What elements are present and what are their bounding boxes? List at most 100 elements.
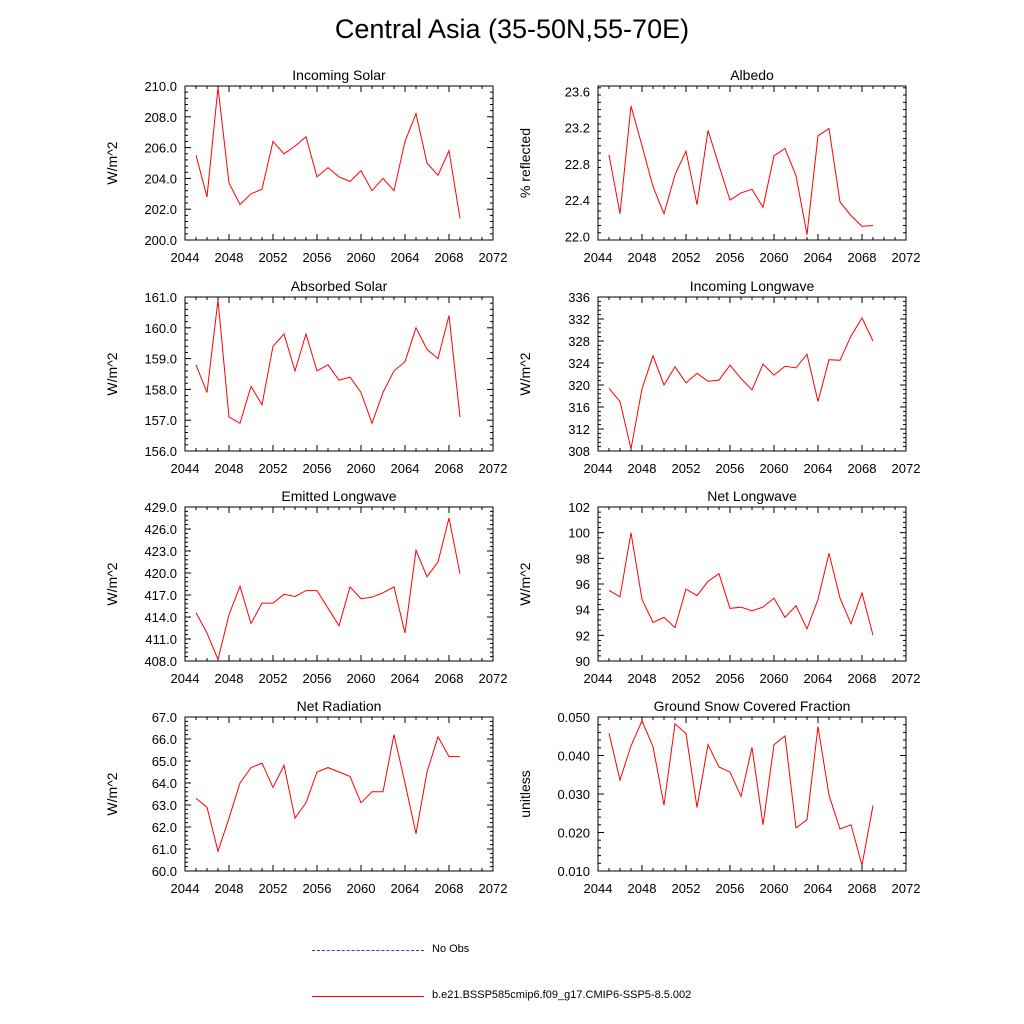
legend-model-label: b.e21.BSSP585cmip6.f09_g17.CMIP6-SSP5-8.… <box>432 989 692 1001</box>
series-line <box>195 87 461 219</box>
panel-title: Albedo <box>730 67 774 83</box>
y-tick-label: 157.0 <box>144 413 177 428</box>
y-tick-label: 100 <box>568 526 590 541</box>
y-tick-label: 98 <box>576 551 590 566</box>
series-line <box>608 532 874 636</box>
y-axis-label: W/m^2 <box>104 772 120 815</box>
y-tick-label: 308 <box>568 444 590 459</box>
plot-frame <box>184 716 494 872</box>
y-tick-label: 96 <box>576 577 590 592</box>
x-tick-label: 2056 <box>716 881 745 896</box>
y-tick-label: 22.0 <box>565 229 590 244</box>
y-tick-label: 60.0 <box>152 864 177 879</box>
y-tick-label: 312 <box>568 422 590 437</box>
x-tick-label: 2056 <box>303 250 332 265</box>
y-tick-label: 324 <box>568 356 590 371</box>
y-tick-label: 161.0 <box>144 290 177 305</box>
y-axis-label: W/m^2 <box>104 352 120 395</box>
x-tick-label: 2056 <box>716 250 745 265</box>
x-tick-label: 2072 <box>479 250 508 265</box>
x-tick-label: 2048 <box>628 671 657 686</box>
y-tick-label: 0.010 <box>557 864 590 879</box>
chart-panel-3: 2044 2048 2052 2056 2060 2064 2068 2072 156.0 157… <box>104 278 507 476</box>
y-tick-label: 63.0 <box>152 798 177 813</box>
x-tick-label: 2072 <box>479 881 508 896</box>
x-tick-label: 2044 <box>171 881 200 896</box>
x-tick-label: 2068 <box>848 461 877 476</box>
y-tick-label: 64.0 <box>152 776 177 791</box>
x-tick-label: 2056 <box>303 461 332 476</box>
y-tick-label: 411.0 <box>145 632 177 647</box>
y-tick-label: 206.0 <box>144 141 177 156</box>
x-tick-label: 2072 <box>892 461 921 476</box>
x-tick-label: 2052 <box>259 881 288 896</box>
panel-title: Incoming Longwave <box>690 278 815 294</box>
x-tick-label: 2068 <box>435 250 464 265</box>
chart-panel-8: 2044 2048 2052 2056 2060 2064 2068 2072 0.010 0.0… <box>517 698 920 896</box>
panel-title: Ground Snow Covered Fraction <box>654 698 851 714</box>
x-tick-label: 2044 <box>584 881 613 896</box>
panel-title: Net Radiation <box>297 698 382 714</box>
x-tick-label: 2052 <box>259 250 288 265</box>
y-tick-label: 336 <box>568 290 590 305</box>
plot-frame <box>597 85 907 241</box>
y-tick-label: 0.050 <box>557 710 590 725</box>
chart-panel-2: 2044 2048 2052 2056 2060 2064 2068 2072 22.0 22.4… <box>517 67 920 265</box>
y-tick-label: 0.020 <box>557 826 590 841</box>
legend-obs-label: No Obs <box>432 943 470 955</box>
x-tick-label: 2048 <box>215 461 244 476</box>
x-tick-label: 2064 <box>391 461 420 476</box>
panel-title: Net Longwave <box>707 488 797 504</box>
x-tick-label: 2048 <box>628 461 657 476</box>
y-tick-label: 429.0 <box>144 500 177 515</box>
y-tick-label: 328 <box>568 334 590 349</box>
x-tick-label: 2064 <box>804 671 833 686</box>
y-tick-label: 62.0 <box>152 820 177 835</box>
x-tick-label: 2072 <box>892 250 921 265</box>
y-tick-label: 320 <box>568 378 590 393</box>
x-tick-label: 2052 <box>672 461 701 476</box>
x-tick-label: 2044 <box>584 250 613 265</box>
x-tick-label: 2068 <box>848 250 877 265</box>
panel-title: Incoming Solar <box>292 67 386 83</box>
series-line <box>195 300 461 425</box>
x-tick-label: 2064 <box>804 461 833 476</box>
x-tick-label: 2048 <box>215 881 244 896</box>
y-tick-label: 332 <box>568 312 590 327</box>
x-tick-label: 2068 <box>848 671 877 686</box>
plot-frame <box>184 296 494 452</box>
y-tick-label: 160.0 <box>144 321 177 336</box>
y-tick-label: 61.0 <box>152 842 177 857</box>
x-tick-label: 2064 <box>391 250 420 265</box>
chart-panel-4: 2044 2048 2052 2056 2060 2064 2068 2072 308 312 31… <box>517 278 920 476</box>
y-tick-label: 200.0 <box>144 233 177 248</box>
series-line <box>608 316 874 449</box>
y-tick-label: 65.0 <box>152 754 177 769</box>
series-line <box>608 719 874 866</box>
legend-model-line <box>312 996 424 997</box>
y-tick-label: 408.0 <box>144 654 177 669</box>
y-tick-label: 414.0 <box>144 610 177 625</box>
x-tick-label: 2060 <box>347 881 376 896</box>
x-tick-label: 2064 <box>391 881 420 896</box>
y-tick-label: 22.8 <box>565 157 590 172</box>
x-tick-label: 2068 <box>435 461 464 476</box>
x-tick-label: 2060 <box>760 881 789 896</box>
y-tick-label: 92 <box>576 628 590 643</box>
chart-panel-1: 2044 2048 2052 2056 2060 2064 2068 2072 200.0 202… <box>104 67 507 265</box>
x-tick-label: 2052 <box>672 671 701 686</box>
x-tick-label: 2072 <box>892 671 921 686</box>
x-tick-label: 2064 <box>804 250 833 265</box>
plot-frame <box>597 506 907 662</box>
x-tick-label: 2064 <box>391 671 420 686</box>
y-tick-label: 94 <box>576 603 590 618</box>
y-tick-label: 156.0 <box>144 444 177 459</box>
plot-frame <box>184 506 494 662</box>
y-axis-label: W/m^2 <box>104 141 120 184</box>
series-line <box>608 105 874 235</box>
x-tick-label: 2068 <box>435 671 464 686</box>
y-tick-label: 159.0 <box>144 352 177 367</box>
chart-panel-5: 2044 2048 2052 2056 2060 2064 2068 2072 408.0 411… <box>104 488 507 686</box>
x-tick-label: 2052 <box>259 671 288 686</box>
x-tick-label: 2060 <box>347 461 376 476</box>
